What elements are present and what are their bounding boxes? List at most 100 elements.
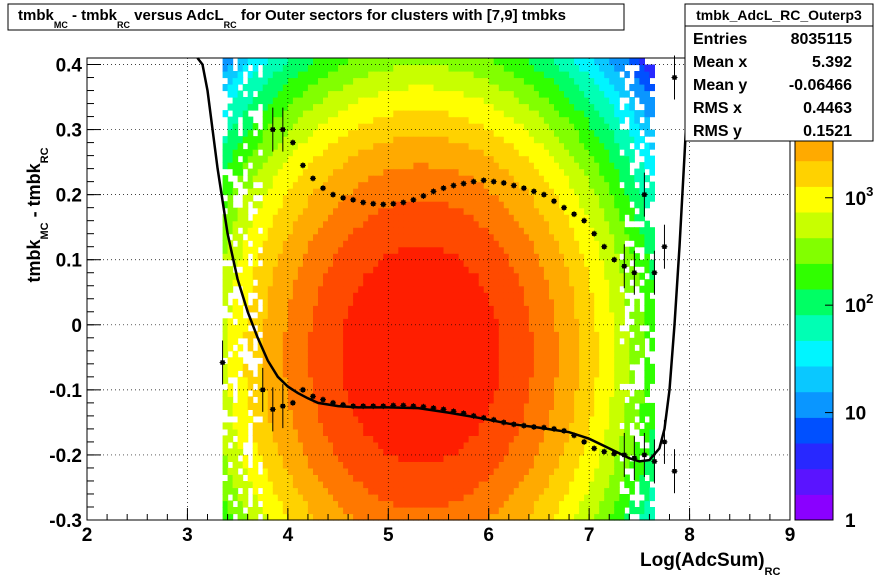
heatmap-cell xyxy=(413,142,419,150)
heatmap-cell xyxy=(222,142,229,150)
heatmap-cell xyxy=(237,136,244,144)
heatmap-cell xyxy=(393,64,399,72)
heatmap-cell xyxy=(574,259,580,267)
heatmap-cell xyxy=(307,103,314,111)
heatmap-cell xyxy=(222,110,229,118)
heatmap-cell xyxy=(227,90,234,98)
heatmap-cell xyxy=(458,513,465,521)
heatmap-cell xyxy=(579,84,585,92)
heatmap-cell xyxy=(353,266,359,274)
heatmap-cell xyxy=(428,344,435,352)
heatmap-cell xyxy=(483,422,490,430)
heatmap-cell xyxy=(423,181,429,189)
heatmap-cell xyxy=(428,383,435,391)
heatmap-cell xyxy=(257,370,264,378)
heatmap-cell xyxy=(564,318,570,326)
heatmap-cell xyxy=(453,396,460,404)
heatmap-cell xyxy=(468,97,475,105)
heatmap-cell xyxy=(378,318,384,326)
heatmap-cell xyxy=(533,389,540,397)
heatmap-cell xyxy=(222,58,229,66)
heatmap-cell xyxy=(569,435,575,443)
heatmap-cell xyxy=(373,246,379,254)
heatmap-cell xyxy=(508,311,515,319)
heatmap-cell xyxy=(513,428,520,436)
heatmap-cell xyxy=(313,71,319,79)
heatmap-cell xyxy=(348,272,354,280)
heatmap-cell xyxy=(508,175,515,183)
heatmap-cell xyxy=(538,97,545,105)
heatmap-cell xyxy=(282,181,289,189)
heatmap-cell xyxy=(237,162,244,170)
heatmap-cell xyxy=(549,181,555,189)
heatmap-cell xyxy=(433,77,440,85)
heatmap-cell xyxy=(513,214,520,222)
heatmap-cell xyxy=(398,415,404,423)
heatmap-cell xyxy=(543,487,550,495)
heatmap-cell xyxy=(378,507,384,515)
heatmap-cell xyxy=(554,454,560,462)
heatmap-cell xyxy=(493,253,500,261)
heatmap-cell xyxy=(358,285,364,293)
heatmap-cell xyxy=(383,513,389,521)
heatmap-cell xyxy=(448,136,455,144)
heatmap-cell xyxy=(343,227,349,235)
heatmap-cell xyxy=(478,194,485,202)
heatmap-cell xyxy=(493,110,500,118)
heatmap-cell xyxy=(363,71,369,79)
heatmap-cell xyxy=(358,266,364,274)
heatmap-cell xyxy=(413,441,419,449)
heatmap-cell xyxy=(318,318,324,326)
heatmap-cell xyxy=(478,298,485,306)
heatmap-cell xyxy=(543,142,550,150)
heatmap-cell xyxy=(533,272,540,280)
heatmap-cell xyxy=(554,253,560,261)
heatmap-cell xyxy=(428,220,435,228)
heatmap-cell xyxy=(513,207,520,215)
heatmap-cell xyxy=(398,129,404,137)
heatmap-cell xyxy=(478,220,485,228)
heatmap-cell xyxy=(418,201,424,209)
heatmap-cell xyxy=(498,415,505,423)
heatmap-cell xyxy=(483,58,490,66)
heatmap-cell xyxy=(302,331,309,339)
heatmap-cell xyxy=(483,370,490,378)
heatmap-cell xyxy=(307,246,314,254)
heatmap-cell xyxy=(493,324,500,332)
heatmap-cell xyxy=(307,507,314,515)
heatmap-cell xyxy=(508,487,515,495)
heatmap-cell xyxy=(488,259,495,267)
heatmap-cell xyxy=(237,389,244,397)
heatmap-cell xyxy=(423,487,429,495)
heatmap-cell xyxy=(488,149,495,157)
heatmap-cell xyxy=(313,344,319,352)
heatmap-cell xyxy=(358,318,364,326)
heatmap-cell xyxy=(313,415,319,423)
heatmap-cell xyxy=(272,487,279,495)
heatmap-cell xyxy=(313,376,319,384)
heatmap-cell xyxy=(518,298,525,306)
heatmap-cell xyxy=(493,474,500,482)
heatmap-cell xyxy=(478,129,485,137)
heatmap-cell xyxy=(433,467,440,475)
heatmap-cell xyxy=(302,227,309,235)
heatmap-cell xyxy=(393,77,399,85)
heatmap-cell xyxy=(428,357,435,365)
heatmap-cell xyxy=(503,467,510,475)
heatmap-cell xyxy=(453,129,460,137)
heatmap-cell xyxy=(363,246,369,254)
heatmap-cell xyxy=(287,84,294,92)
heatmap-cell xyxy=(559,494,565,502)
heatmap-cell xyxy=(488,246,495,254)
heatmap-cell xyxy=(343,415,349,423)
heatmap-cell xyxy=(403,233,409,241)
heatmap-cell xyxy=(257,240,264,248)
heatmap-cell xyxy=(287,123,294,131)
heatmap-cell xyxy=(297,363,304,371)
heatmap-cell xyxy=(518,435,525,443)
heatmap-cell xyxy=(513,494,520,502)
heatmap-cell xyxy=(383,435,389,443)
heatmap-cell xyxy=(297,116,304,124)
heatmap-cell xyxy=(579,110,585,118)
heatmap-cell xyxy=(378,461,384,469)
